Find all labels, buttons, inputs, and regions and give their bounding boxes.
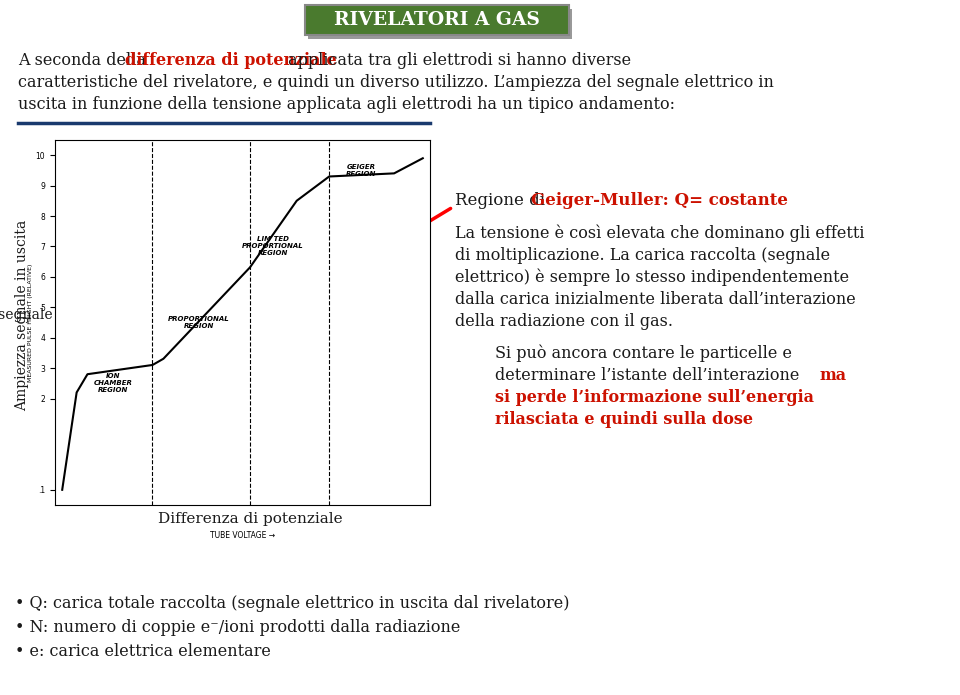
Text: Regione di: Regione di — [455, 192, 550, 209]
Text: elettrico) è sempre lo stesso indipendentemente: elettrico) è sempre lo stesso indipenden… — [455, 269, 850, 286]
Text: Differenza di potenziale: Differenza di potenziale — [157, 512, 343, 526]
Text: Ampiezza segnale in uscita: Ampiezza segnale in uscita — [0, 308, 118, 322]
Text: La tensione è così elevata che dominano gli effetti: La tensione è così elevata che dominano … — [455, 225, 865, 243]
Text: PROPORTIONAL
REGION: PROPORTIONAL REGION — [168, 316, 230, 329]
Text: applicata tra gli elettrodi si hanno diverse: applicata tra gli elettrodi si hanno div… — [283, 52, 631, 69]
Text: di moltiplicazione. La carica raccolta (segnale: di moltiplicazione. La carica raccolta (… — [455, 247, 830, 264]
Text: differenza di potenziale: differenza di potenziale — [125, 52, 337, 69]
Text: ION
CHAMBER
REGION: ION CHAMBER REGION — [93, 373, 132, 393]
Text: Geiger-Muller: Q= costante: Geiger-Muller: Q= costante — [531, 192, 788, 209]
Text: rilasciata e quindi sulla dose: rilasciata e quindi sulla dose — [495, 411, 753, 428]
Text: determinare l’istante dell’interazione: determinare l’istante dell’interazione — [495, 367, 804, 384]
Text: ma: ma — [820, 367, 847, 384]
Y-axis label: MEASURED PULSE HEIGHT (RELATIVE): MEASURED PULSE HEIGHT (RELATIVE) — [28, 263, 33, 382]
FancyBboxPatch shape — [305, 5, 569, 35]
Text: TUBE VOLTAGE →: TUBE VOLTAGE → — [210, 530, 276, 539]
Text: A seconda della: A seconda della — [18, 52, 151, 69]
Text: si perde l’informazione sull’energia: si perde l’informazione sull’energia — [495, 389, 814, 406]
Text: • N: numero di coppie e⁻/ioni prodotti dalla radiazione: • N: numero di coppie e⁻/ioni prodotti d… — [15, 619, 461, 636]
FancyBboxPatch shape — [308, 9, 572, 39]
Text: GEIGER
REGION: GEIGER REGION — [347, 164, 376, 177]
Text: dalla carica inizialmente liberata dall’interazione: dalla carica inizialmente liberata dall’… — [455, 291, 855, 308]
Text: • Q: carica totale raccolta (segnale elettrico in uscita dal rivelatore): • Q: carica totale raccolta (segnale ele… — [15, 595, 569, 612]
Text: LIM TED
PROPORTIONAL
REGION: LIM TED PROPORTIONAL REGION — [242, 236, 304, 256]
Text: Ampiezza segnale in uscita: Ampiezza segnale in uscita — [15, 220, 29, 411]
Text: Si può ancora contare le particelle e: Si può ancora contare le particelle e — [495, 345, 792, 363]
Text: uscita in funzione della tensione applicata agli elettrodi ha un tipico andament: uscita in funzione della tensione applic… — [18, 96, 675, 113]
Text: caratteristiche del rivelatore, e quindi un diverso utilizzo. L’ampiezza del seg: caratteristiche del rivelatore, e quindi… — [18, 74, 774, 91]
Text: della radiazione con il gas.: della radiazione con il gas. — [455, 313, 673, 330]
Text: • e: carica elettrica elementare: • e: carica elettrica elementare — [15, 643, 271, 660]
Text: RIVELATORI A GAS: RIVELATORI A GAS — [334, 11, 540, 29]
